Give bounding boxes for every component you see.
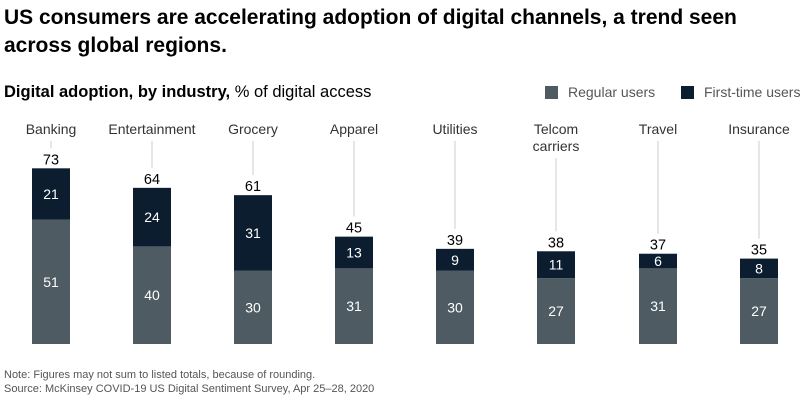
category-label-travel: Travel: [639, 121, 677, 137]
bar-regular-entertainment: [133, 246, 171, 344]
value-label-regular-entertainment: 40: [144, 287, 160, 303]
value-label-regular-insurance: 27: [751, 303, 767, 319]
legend-item-regular-users: Regular users: [545, 84, 655, 100]
category-label-banking: Banking: [26, 121, 77, 137]
subtitle-unit: % of digital access: [234, 83, 372, 101]
category-label-telcom-carriers: Telcom carriers: [533, 121, 580, 154]
footnote: Note: Figures may not sum to listed tota…: [4, 369, 316, 381]
bar-first-time-insurance: [740, 258, 778, 279]
bar-first-time-grocery: [234, 195, 272, 271]
value-label-regular-utilities: 30: [447, 299, 463, 315]
bar-regular-banking: [32, 219, 70, 344]
bar-first-time-banking: [32, 168, 70, 220]
value-label-regular-banking: 51: [43, 274, 59, 290]
value-label-first-time-utilities: 9: [451, 252, 459, 268]
total-label-grocery: 61: [245, 179, 261, 195]
legend-item-first-time-users: First-time users: [681, 84, 800, 100]
bar-regular-travel: [639, 268, 677, 344]
total-label-insurance: 35: [751, 243, 767, 259]
bar-first-time-entertainment: [133, 187, 171, 247]
category-label-grocery: Grocery: [228, 121, 278, 137]
bar-first-time-travel: [639, 253, 677, 269]
legend-label-first-time: First-time users: [704, 84, 801, 100]
bar-regular-apparel: [335, 268, 373, 344]
value-label-first-time-travel: 6: [654, 253, 662, 269]
total-label-apparel: 45: [346, 221, 362, 237]
value-label-first-time-entertainment: 24: [144, 209, 160, 225]
value-label-first-time-grocery: 31: [245, 225, 261, 241]
value-label-first-time-insurance: 8: [755, 260, 763, 276]
legend-swatch-first-time: [681, 85, 694, 99]
category-label-utilities: Utilities: [432, 121, 477, 137]
value-label-first-time-apparel: 13: [346, 245, 362, 261]
source-note: Source: McKinsey COVID-19 US Digital Sen…: [4, 383, 375, 395]
bar-regular-telcom-carriers: [537, 278, 575, 344]
legend-swatch-regular: [545, 85, 558, 99]
bar-first-time-apparel: [335, 236, 373, 269]
total-label-banking: 73: [43, 152, 59, 168]
value-label-regular-telcom-carriers: 27: [548, 303, 564, 319]
subtitle-bold: Digital adoption, by industry,: [4, 83, 231, 101]
legend-label-regular: Regular users: [568, 84, 656, 100]
value-label-regular-apparel: 31: [346, 298, 362, 314]
bar-regular-insurance: [740, 278, 778, 344]
total-label-telcom-carriers: 38: [548, 235, 564, 251]
bar-first-time-telcom-carriers: [537, 251, 575, 279]
bar-regular-grocery: [234, 270, 272, 344]
total-label-travel: 37: [650, 238, 666, 254]
value-label-regular-grocery: 30: [245, 299, 261, 315]
bar-first-time-utilities: [436, 248, 474, 271]
total-label-entertainment: 64: [144, 172, 160, 188]
chart-title: US consumers are accelerating adoption o…: [4, 6, 737, 57]
value-label-regular-travel: 31: [650, 298, 666, 314]
value-label-first-time-banking: 21: [43, 186, 59, 202]
chart-subtitle: Digital adoption, by industry, % of digi…: [4, 82, 371, 102]
total-label-utilities: 39: [447, 233, 463, 249]
category-label-apparel: Apparel: [330, 121, 378, 137]
category-label-insurance: Insurance: [728, 121, 790, 137]
value-label-first-time-telcom-carriers: 11: [549, 257, 564, 273]
category-label-entertainment: Entertainment: [108, 121, 195, 137]
bar-regular-utilities: [436, 270, 474, 344]
